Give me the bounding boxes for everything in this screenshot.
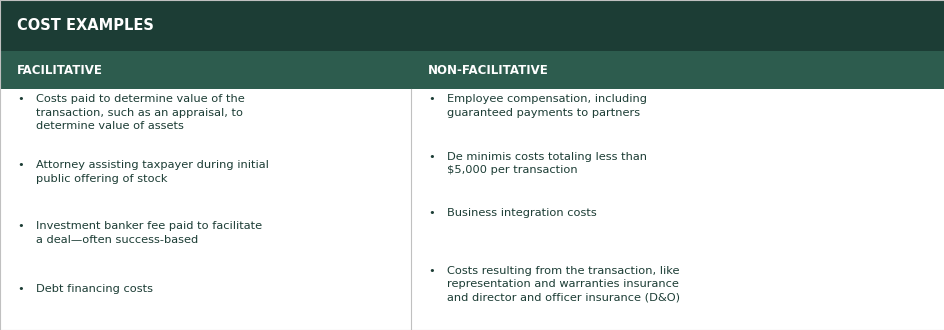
Text: •: • xyxy=(428,266,434,276)
Text: •: • xyxy=(17,160,24,170)
Text: •: • xyxy=(428,208,434,218)
Text: Debt financing costs: Debt financing costs xyxy=(36,284,153,294)
Text: •: • xyxy=(428,152,434,162)
Text: Costs resulting from the transaction, like
representation and warranties insuran: Costs resulting from the transaction, li… xyxy=(447,266,680,303)
Text: COST EXAMPLES: COST EXAMPLES xyxy=(17,18,154,33)
Bar xyxy=(0,0,944,51)
Bar xyxy=(0,51,944,89)
Text: De minimis costs totaling less than
$5,000 per transaction: De minimis costs totaling less than $5,0… xyxy=(447,152,647,176)
Text: NON-FACILITATIVE: NON-FACILITATIVE xyxy=(428,64,548,77)
Text: •: • xyxy=(17,284,24,294)
Text: FACILITATIVE: FACILITATIVE xyxy=(17,64,103,77)
Text: •: • xyxy=(17,94,24,104)
Text: Investment banker fee paid to facilitate
a deal—often success-based: Investment banker fee paid to facilitate… xyxy=(36,221,261,245)
Text: •: • xyxy=(17,221,24,231)
Text: Business integration costs: Business integration costs xyxy=(447,208,596,218)
Text: Attorney assisting taxpayer during initial
public offering of stock: Attorney assisting taxpayer during initi… xyxy=(36,160,268,184)
Text: •: • xyxy=(428,94,434,104)
Text: Costs paid to determine value of the
transaction, such as an appraisal, to
deter: Costs paid to determine value of the tra… xyxy=(36,94,244,131)
Bar xyxy=(0,89,944,330)
Text: Employee compensation, including
guaranteed payments to partners: Employee compensation, including guarant… xyxy=(447,94,647,118)
